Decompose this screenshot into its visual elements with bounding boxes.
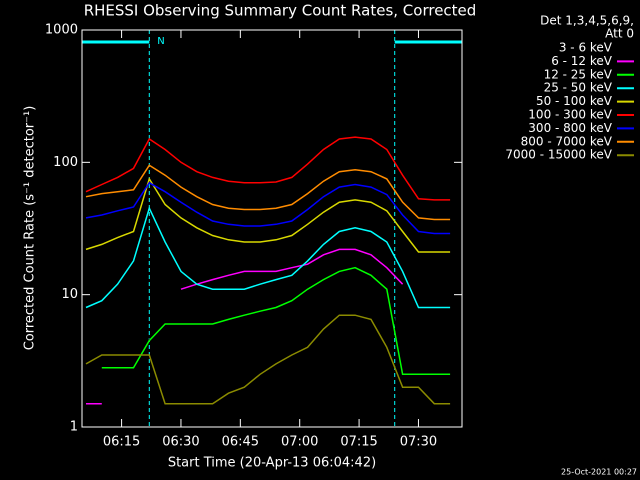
- series-line: [101, 266, 451, 376]
- legend-label: 6 - 12 keV: [551, 54, 613, 68]
- footer: 25-Oct-2021 00:27: [561, 468, 637, 477]
- series-line: [86, 248, 404, 405]
- series-line: [85, 164, 451, 221]
- y-axis-label: Corrected Count Rate (s⁻¹ detector⁻¹): [23, 106, 38, 351]
- legend-label: 3 - 6 keV: [559, 41, 613, 55]
- plot-frame: [81, 29, 463, 428]
- series-line: [85, 136, 451, 201]
- x-tick-label: 07:30: [400, 435, 437, 450]
- night-marker: N: [157, 36, 164, 47]
- series-line: [85, 177, 451, 253]
- chart-title: RHESSI Observing Summary Count Rates, Co…: [84, 2, 477, 20]
- y-tick-label: 10: [61, 287, 78, 302]
- x-tick-label: 06:15: [103, 435, 140, 450]
- legend-label: 800 - 7000 keV: [521, 134, 613, 148]
- x-axis-label: Start Time (20-Apr-13 06:04:42): [168, 456, 376, 471]
- series-line: [85, 314, 451, 405]
- x-tick-label: 07:15: [340, 435, 377, 450]
- x-tick-label: 06:30: [162, 435, 199, 450]
- legend-label: 12 - 25 keV: [544, 67, 613, 81]
- legend-header: Att 0: [605, 27, 634, 41]
- series-line: [85, 206, 451, 309]
- y-tick-label: 1: [70, 420, 78, 435]
- legend-label: 50 - 100 keV: [536, 94, 613, 108]
- legend-label: 100 - 300 keV: [528, 108, 612, 122]
- series-line: [148, 260, 451, 376]
- x-tick-label: 06:45: [222, 435, 259, 450]
- y-tick-label: 1000: [45, 23, 78, 38]
- y-tick-label: 100: [53, 155, 78, 170]
- x-tick-label: 07:00: [281, 435, 318, 450]
- legend-label: 25 - 50 keV: [544, 81, 613, 95]
- legend-label: 300 - 800 keV: [528, 121, 612, 135]
- legend-header: Det 1,3,4,5,6,9,: [540, 14, 634, 28]
- legend-label: 7000 - 15000 keV: [505, 148, 612, 162]
- series-line: [85, 181, 451, 235]
